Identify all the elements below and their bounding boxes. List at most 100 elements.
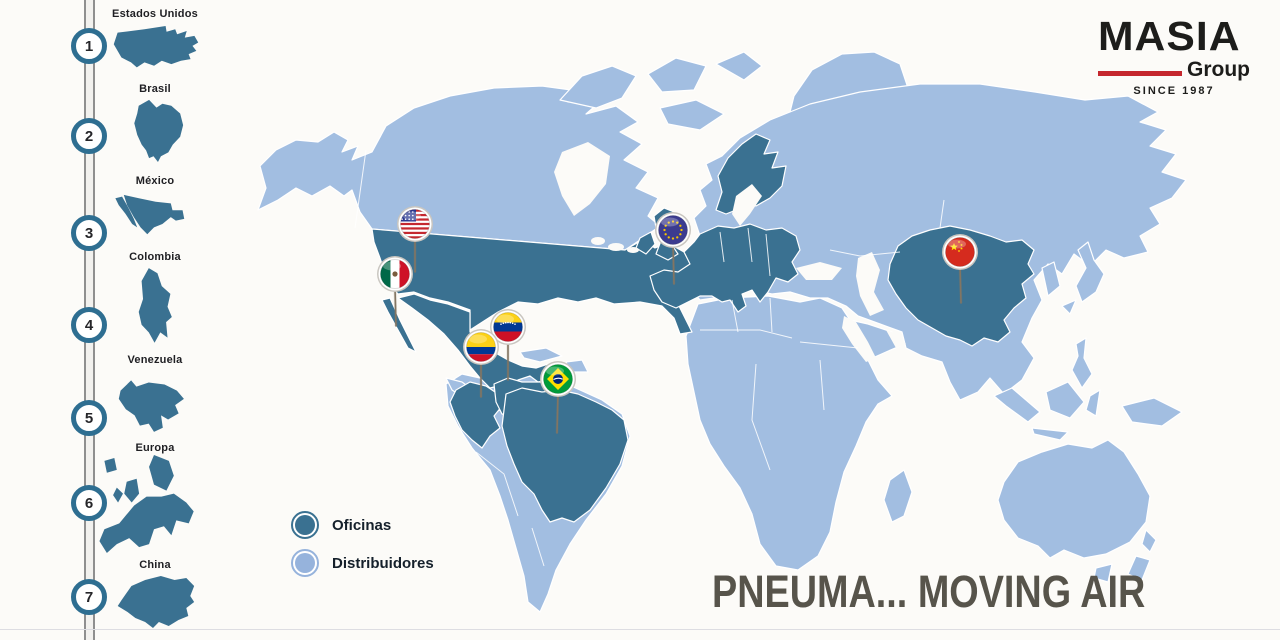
pin-china bbox=[942, 234, 978, 304]
legend-label: Distribuidores bbox=[332, 554, 434, 572]
pin-colombia bbox=[463, 329, 499, 398]
map-border-line bbox=[765, 233, 771, 277]
sidebar-item-label-ve: Venezuela bbox=[127, 354, 183, 366]
map-region-distributor bbox=[1085, 389, 1101, 417]
map-region-distributor bbox=[1093, 563, 1113, 583]
legend-item-oficinas: Oficinas bbox=[291, 511, 434, 539]
br-flag-icon bbox=[540, 361, 576, 397]
map-region-distributor bbox=[1041, 261, 1061, 297]
map-border-line bbox=[751, 363, 771, 471]
map-sea bbox=[732, 184, 762, 226]
co-silhouette-icon bbox=[120, 263, 192, 353]
map-border-line bbox=[700, 329, 793, 339]
logo-red-bar bbox=[1098, 71, 1182, 76]
map-region-distributor bbox=[1031, 427, 1069, 441]
sidebar-number-7: 7 bbox=[71, 579, 107, 615]
ve-silhouette-icon bbox=[110, 366, 198, 438]
map-sea bbox=[627, 247, 639, 253]
map-border-line bbox=[819, 359, 825, 411]
map-region-office bbox=[449, 381, 503, 449]
map-border-line bbox=[829, 249, 901, 257]
masia-group-logo: MASIA Group SINCE 1987 bbox=[1098, 16, 1250, 97]
pin-mexico bbox=[377, 256, 413, 327]
map-region-distributor bbox=[659, 99, 725, 131]
map-region-distributor bbox=[559, 65, 637, 109]
sidebar-number-3: 3 bbox=[71, 215, 107, 251]
map-region-distributor bbox=[257, 85, 661, 251]
sidebar-number-6: 6 bbox=[71, 485, 107, 521]
eu-flag-icon bbox=[655, 212, 691, 248]
map-sea bbox=[608, 243, 624, 251]
sidebar-number-1: 1 bbox=[71, 28, 107, 64]
sidebar-item-label-us: Estados Unidos bbox=[112, 8, 198, 20]
map-sea bbox=[886, 330, 906, 348]
map-region-distributor bbox=[1045, 381, 1085, 419]
map-region-distributor bbox=[1075, 241, 1105, 303]
map-border-line bbox=[354, 149, 367, 229]
legend-item-distribuidores: Distribuidores bbox=[291, 549, 434, 577]
logo-group: Group bbox=[1187, 58, 1250, 81]
map-region-distributor bbox=[1141, 529, 1157, 553]
map-region-distributor bbox=[883, 469, 913, 523]
pin-estados-unidos bbox=[397, 206, 433, 273]
us-silhouette-icon bbox=[108, 21, 204, 79]
map-region-distributor bbox=[1061, 299, 1077, 315]
co-flag-icon bbox=[463, 329, 499, 365]
cn-silhouette-icon bbox=[104, 568, 202, 638]
map-border-line bbox=[939, 199, 945, 229]
map-region-distributor bbox=[1121, 397, 1183, 427]
pin-venezuela bbox=[490, 309, 526, 381]
sidebar-number-4: 4 bbox=[71, 307, 107, 343]
map-region-office bbox=[649, 223, 801, 313]
map-region-distributor bbox=[685, 295, 901, 571]
sidebar-item-label-eu: Europa bbox=[135, 442, 175, 454]
map-region-distributor bbox=[715, 51, 763, 81]
logo-masia: MASIA bbox=[1098, 13, 1241, 59]
offices-dot-icon bbox=[291, 511, 319, 539]
sidebar-item-label-co: Colombia bbox=[129, 251, 181, 263]
map-border-line bbox=[747, 227, 753, 263]
distributors-dot-icon bbox=[291, 549, 319, 577]
sidebar-number-5: 5 bbox=[71, 400, 107, 436]
map-region-distributor bbox=[519, 347, 563, 363]
br-silhouette-icon bbox=[118, 96, 192, 164]
pin-europa bbox=[655, 212, 691, 285]
map-sea bbox=[591, 237, 605, 245]
legend-label: Oficinas bbox=[332, 516, 392, 534]
map-region-distributor bbox=[647, 57, 707, 93]
tagline: PNEUMA... MOVING AIR bbox=[712, 566, 1146, 617]
mx-flag-icon bbox=[377, 256, 413, 292]
map-sea bbox=[554, 142, 610, 216]
map-sea bbox=[796, 262, 842, 280]
map-border-line bbox=[799, 341, 859, 349]
cn-flag-icon bbox=[942, 234, 978, 270]
pin-brasil bbox=[540, 361, 576, 434]
us-flag-icon bbox=[397, 206, 433, 242]
map-border-line bbox=[719, 231, 725, 263]
ve-flag-icon bbox=[490, 309, 526, 345]
map-region-office bbox=[635, 231, 656, 255]
sidebar-number-2: 2 bbox=[71, 118, 107, 154]
sidebar-item-label-cn: China bbox=[139, 559, 171, 571]
map-legend: Oficinas Distribuidores bbox=[291, 511, 434, 587]
map-region-office bbox=[501, 387, 629, 523]
map-region-distributor bbox=[993, 387, 1041, 423]
sidebar-item-label-mx: México bbox=[135, 175, 175, 187]
map-region-distributor bbox=[1071, 337, 1093, 389]
map-region-distributor bbox=[1127, 555, 1151, 581]
map-sea bbox=[842, 316, 876, 362]
map-region-distributor bbox=[997, 439, 1151, 559]
map-border-line bbox=[731, 299, 739, 333]
sidebar-item-label-br: Brasil bbox=[139, 83, 171, 95]
logo-since: SINCE 1987 bbox=[1133, 85, 1215, 97]
map-border-line bbox=[769, 297, 773, 333]
map-border-line bbox=[475, 451, 519, 517]
map-border-line bbox=[531, 527, 545, 567]
mx-silhouette-icon bbox=[112, 188, 196, 248]
bottom-rule bbox=[0, 629, 1280, 630]
eu-silhouette-icon bbox=[92, 452, 216, 556]
map-region-office bbox=[381, 297, 417, 353]
map-sea bbox=[856, 252, 884, 316]
